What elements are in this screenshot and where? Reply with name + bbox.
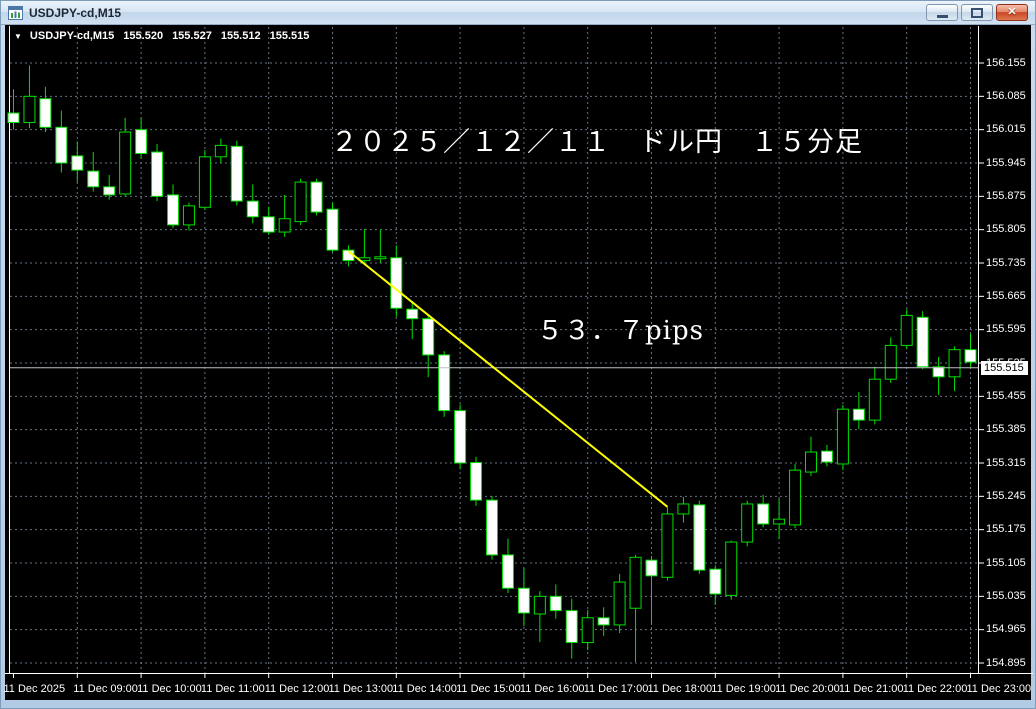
minimize-icon <box>936 14 948 18</box>
close-button[interactable]: ✕ <box>996 4 1028 21</box>
restore-button[interactable] <box>961 4 993 21</box>
minimize-button[interactable] <box>926 4 958 21</box>
chart-app-icon[interactable] <box>8 5 23 20</box>
window-controls: ✕ <box>926 4 1028 21</box>
restore-icon <box>971 7 983 18</box>
window-title: USDJPY-cd,M15 <box>29 5 122 20</box>
chart-canvas[interactable] <box>5 25 1031 700</box>
close-icon: ✕ <box>1007 6 1017 18</box>
title-bar[interactable]: USDJPY-cd,M15 ✕ <box>1 1 1035 25</box>
